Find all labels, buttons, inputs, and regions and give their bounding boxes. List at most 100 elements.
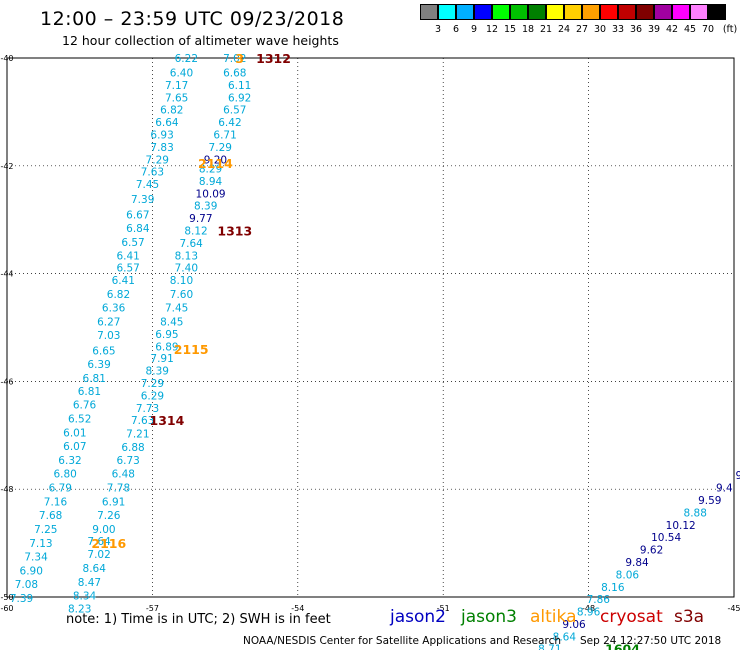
data-points: 6.22 7.02 6.40 6.68 7.17 6.11 7.65 6.92 6.82 6.57…	[10, 53, 740, 650]
swh-value-label: 7.64	[179, 238, 203, 250]
swh-value-label: 9.20	[204, 154, 227, 166]
swh-value-label: 6.48	[112, 469, 135, 481]
x-tick-label: -60	[0, 604, 13, 613]
swh-value-label: 8.45	[160, 317, 183, 329]
swh-value-label: 7.29	[146, 154, 169, 166]
swh-value-label: 7.45	[165, 303, 188, 315]
pass-number-label: 1312	[256, 51, 291, 66]
swh-value-label: 7.26	[97, 510, 121, 522]
color-scale-swatch	[654, 4, 672, 20]
swh-value-label: 6.80	[53, 469, 76, 481]
color-scale-swatch	[582, 4, 600, 20]
swh-value-label: 8.39	[146, 366, 169, 378]
color-scale-swatch	[618, 4, 636, 20]
swh-value-label: 6.84	[126, 223, 150, 235]
swh-value-label: 7.91	[150, 353, 173, 365]
swh-value-label: 6.82	[160, 105, 183, 117]
swh-value-label: 6.41	[112, 275, 135, 287]
swh-value-label: 6.79	[49, 483, 72, 495]
swh-value-label: 6.57	[121, 237, 144, 249]
swh-value-label: 8.64	[553, 631, 577, 643]
color-scale-swatch	[600, 4, 618, 20]
color-scale-swatch	[546, 4, 564, 20]
page-title: 12:00 – 23:59 UTC 09/23/2018	[40, 8, 345, 30]
swh-value-label: 6.42	[218, 117, 241, 129]
swh-value-label: 7.60	[170, 289, 193, 301]
swh-value-label: 6.65	[92, 346, 115, 358]
swh-value-label: 8.16	[601, 582, 625, 594]
swh-value-label: 7.68	[39, 510, 62, 522]
color-scale-swatch	[474, 4, 492, 20]
color-scale-label: 9	[470, 24, 478, 35]
swh-value-label: 8.64	[83, 563, 107, 575]
swh-value-label: 7.08	[15, 579, 38, 591]
swh-value-label: 8.94	[199, 176, 223, 188]
swh-value-label: 8.06	[616, 569, 640, 581]
color-scale-swatch	[456, 4, 474, 20]
swh-value-label: 9.84	[625, 557, 649, 569]
pass-number-label: 1313	[217, 223, 252, 238]
x-tick-label: -51	[437, 604, 450, 613]
swh-value-label: 8.29	[199, 163, 222, 175]
swh-value-label: 9	[736, 470, 740, 482]
color-scale-swatch	[690, 4, 708, 20]
y-tick-label: -50	[0, 593, 13, 602]
swh-value-label: 9.4	[716, 483, 733, 495]
swh-value-label: 9.62	[640, 545, 663, 557]
swh-value-label: 7.78	[107, 483, 130, 495]
swh-value-label: 6.76	[73, 400, 97, 412]
color-scale-swatch	[564, 4, 582, 20]
legend-jason2: jason2	[390, 607, 446, 627]
swh-value-label: 7.63	[131, 415, 154, 427]
swh-value-label: 7.34	[24, 552, 48, 564]
pass-number-label: 1314	[150, 413, 185, 428]
color-scale-label: 27	[575, 24, 589, 35]
swh-value-label: 6.29	[141, 390, 164, 402]
swh-value-label: 7.39	[131, 194, 154, 206]
swh-value-label: 9.06	[562, 619, 586, 631]
swh-value-label: 7.25	[34, 524, 57, 536]
swh-value-label: 6.91	[102, 497, 125, 509]
axis-ticks: -60 -57 -54 -51 -48 -45 -40 -42 -44 -46 -48 -50	[0, 54, 740, 613]
swh-value-label: 6.11	[228, 80, 251, 92]
swh-value-label: 6.41	[116, 250, 139, 262]
swh-value-label: 7.39	[10, 593, 33, 605]
swh-value-label: 6.52	[68, 414, 91, 426]
color-scale-label: 36	[629, 24, 643, 35]
swh-value-label: 7.02	[223, 53, 246, 65]
swh-value-label: 7.65	[165, 92, 188, 104]
swh-value-label: 7.73	[136, 403, 159, 415]
y-tick-label: -46	[0, 377, 13, 386]
swh-value-label: 6.07	[63, 441, 86, 453]
swh-value-label: 6.27	[97, 317, 120, 329]
swh-value-label: 6.57	[223, 105, 246, 117]
page-subtitle: 12 hour collection of altimeter wave hei…	[62, 33, 339, 48]
swh-value-label: 7.86	[587, 594, 611, 606]
legend-s3a: s3a	[674, 607, 705, 627]
color-scale-swatch	[528, 4, 546, 20]
color-scale-label: 30	[593, 24, 607, 35]
color-scale-label: 18	[521, 24, 535, 35]
pass-labels: 3 1312 2114 1313 2115 1314 2116 1604	[91, 51, 640, 650]
plot-frame	[6, 57, 735, 598]
legend-cryosat: cryosat	[600, 607, 663, 627]
pass-number-label: 2115	[174, 342, 209, 357]
swh-value-label: 7.21	[126, 429, 149, 441]
legend-altika: altika	[530, 607, 577, 627]
swh-value-label: 7.17	[165, 80, 188, 92]
color-scale-label: 21	[539, 24, 553, 35]
swh-value-label: 8.13	[175, 250, 198, 262]
swh-value-label: 8.34	[73, 590, 97, 602]
swh-value-label: 6.01	[63, 428, 86, 440]
legend-jason3: jason3	[461, 607, 517, 627]
color-scale-swatch	[492, 4, 510, 20]
swh-value-label: 8.10	[170, 275, 193, 287]
color-scale-label: 3	[434, 24, 442, 35]
generated-timestamp: Sep 24 12:27:50 UTC 2018	[580, 635, 722, 647]
swh-value-label: 8.71	[538, 644, 561, 650]
swh-value-label: 6.71	[213, 130, 236, 142]
swh-value-label: 6.89	[155, 341, 178, 353]
swh-value-label: 6.67	[126, 209, 149, 221]
swh-value-label: 7.13	[29, 538, 52, 550]
